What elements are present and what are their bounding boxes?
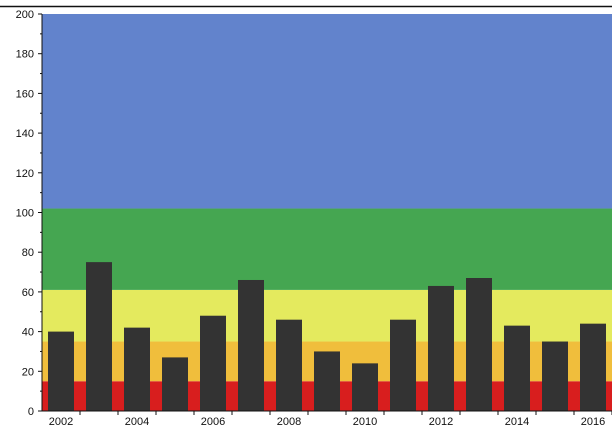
bar-2012 <box>428 285 454 411</box>
y-tick-label-160: 160 <box>16 88 34 100</box>
x-axis-ticks: 2002 2004 2006 2008 2010 2012 2014 2016 <box>49 411 612 426</box>
x-tick-label-2002: 2002 <box>49 416 73 426</box>
bar-2004 <box>124 327 150 411</box>
y-tick-label-120: 120 <box>16 168 34 180</box>
y-tick-label-0: 0 <box>28 406 34 418</box>
x-tick-label-2004: 2004 <box>125 416 149 426</box>
y-tick-label-180: 180 <box>16 49 34 61</box>
x-tick-label-2016: 2016 <box>581 416 605 426</box>
bar-2002 <box>48 331 74 411</box>
bar-2011 <box>390 319 416 411</box>
y-axis-ticks: 0 20 40 60 80 100 120 140 160 180 200 <box>16 9 42 418</box>
y-tick-label-100: 100 <box>16 208 34 220</box>
bar-2005 <box>162 357 188 411</box>
bar-2010 <box>352 363 378 411</box>
y-tick-label-40: 40 <box>22 327 34 339</box>
y-tick-label-60: 60 <box>22 287 34 299</box>
bar-2016 <box>580 323 606 411</box>
bar-2014 <box>504 325 530 411</box>
bar-2006 <box>200 315 226 411</box>
y-tick-label-80: 80 <box>22 247 34 259</box>
bar-2013 <box>466 278 492 411</box>
bar-2009 <box>314 351 340 411</box>
bar-2003 <box>86 262 112 411</box>
x-tick-label-2010: 2010 <box>353 416 377 426</box>
y-tick-label-140: 140 <box>16 128 34 140</box>
x-tick-label-2006: 2006 <box>201 416 225 426</box>
band-61-102 <box>42 208 612 290</box>
bar-2008 <box>276 319 302 411</box>
x-tick-label-2008: 2008 <box>277 416 301 426</box>
band-102-200 <box>42 14 612 209</box>
x-tick-label-2012: 2012 <box>429 416 453 426</box>
x-tick-label-2014: 2014 <box>505 416 529 426</box>
y-tick-label-20: 20 <box>22 366 34 378</box>
bars <box>48 262 606 411</box>
bar-2007 <box>238 279 264 411</box>
y-tick-label-200: 200 <box>16 9 34 21</box>
bar-2015 <box>542 341 568 411</box>
